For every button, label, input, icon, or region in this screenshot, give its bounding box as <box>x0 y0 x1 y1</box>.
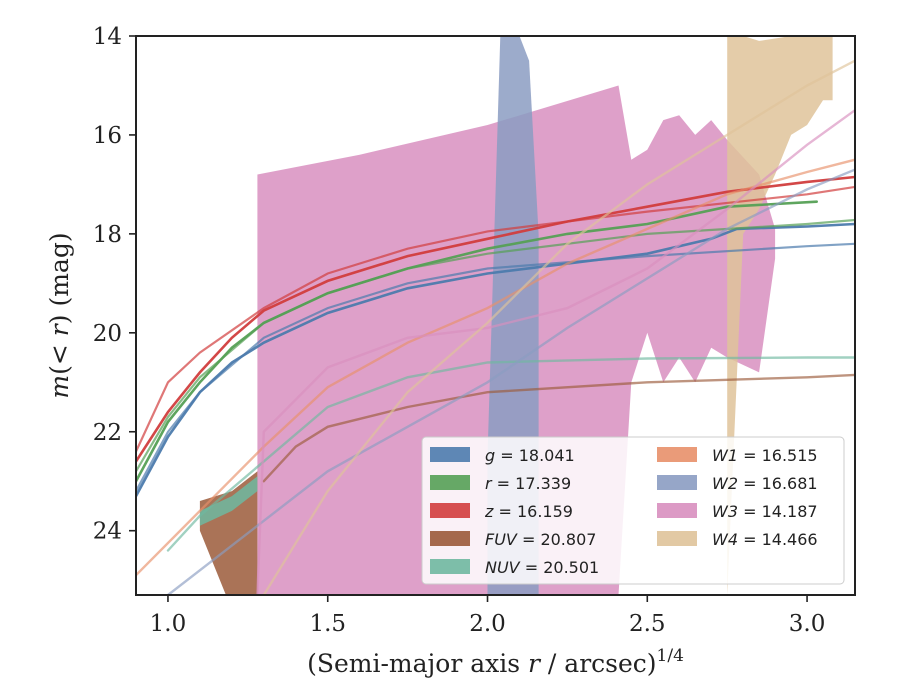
x-tick-label: 1.0 <box>150 611 187 637</box>
series-line-r <box>136 200 818 483</box>
legend-swatch-w4 <box>657 531 697 546</box>
ticks-layer: 1.0 1.5 2.0 2.5 3.0 14 16 18 20 22 24 <box>93 24 826 637</box>
legend-swatch-z <box>430 503 470 518</box>
legend-series-name: g <box>485 446 495 465</box>
x-axis-label-var: r <box>528 649 542 678</box>
model-line-z <box>136 185 855 452</box>
legend-swatch-r <box>430 475 470 490</box>
legend-series-name: FUV <box>485 530 518 549</box>
legend-value: 14.466 <box>762 530 818 549</box>
legend-label-z: z = 16.159 <box>484 502 573 521</box>
legend-value: 16.515 <box>762 446 818 465</box>
legend-eq: = <box>738 530 762 549</box>
legend-value: 17.339 <box>515 474 571 493</box>
legend-label-nuv: NUV = 20.501 <box>485 558 599 577</box>
legend-label-w4: W4 = 14.466 <box>712 530 818 549</box>
series-line-nuv <box>166 356 855 552</box>
legend: g = 18.041 r = 17.339 z = 16.159 FUV = 20.8… <box>421 436 845 585</box>
legend-swatch-w2 <box>657 475 697 490</box>
y-tick-label: 14 <box>93 24 122 50</box>
legend-eq: = <box>493 502 517 521</box>
plot-frame <box>135 35 856 596</box>
band-w4 <box>727 36 833 595</box>
y-axis-label-var2: r <box>45 322 74 336</box>
legend-eq: = <box>738 446 762 465</box>
legend-swatch-nuv <box>430 559 470 574</box>
legend-label-w3: W3 = 14.187 <box>712 502 818 521</box>
y-tick-label: 24 <box>93 519 122 545</box>
series-line-fuv <box>262 373 855 483</box>
legend-swatch-g <box>430 447 470 462</box>
legend-series-name: W4 <box>712 530 738 549</box>
legend-series-name: r <box>485 474 493 493</box>
legend-value: 20.807 <box>540 530 596 549</box>
y-axis-label-post: ) (mag) <box>45 232 74 324</box>
x-tick-label: 1.5 <box>309 611 346 637</box>
legend-value: 14.187 <box>762 502 818 521</box>
x-axis-label-post: / arcsec) <box>540 649 657 678</box>
legend-series-name: W1 <box>712 446 738 465</box>
legend-eq: = <box>738 474 762 493</box>
series-line-w4 <box>262 59 855 595</box>
series-line-g <box>136 222 855 498</box>
y-tick-label: 18 <box>93 222 122 248</box>
legend-series-name: z <box>484 502 494 521</box>
legend-series-name: W3 <box>712 502 738 521</box>
y-axis-label-var: m <box>45 375 74 399</box>
y-tick-label: 20 <box>93 321 122 347</box>
legend-label-w2: W2 = 16.681 <box>712 474 818 493</box>
y-axis-label: m(< r) (mag) <box>45 232 74 398</box>
legend-series-name: NUV <box>485 558 521 577</box>
x-tick-label: 3.0 <box>789 611 826 637</box>
band-nuv <box>199 476 258 526</box>
x-axis-label-pre: (Semi-major axis <box>307 649 528 678</box>
legend-label-fuv: FUV = 20.807 <box>485 530 596 549</box>
legend-swatch-w3 <box>657 503 697 518</box>
legend-value: 18.041 <box>519 446 575 465</box>
legend-label-r: r = 17.339 <box>485 474 571 493</box>
legend-label-g: g = 18.041 <box>485 446 575 465</box>
legend-value: 20.501 <box>543 558 599 577</box>
x-axis-label: (Semi-major axis r / arcsec)1/4 <box>307 646 684 678</box>
legend-eq: = <box>520 558 544 577</box>
legend-series-name: W2 <box>712 474 738 493</box>
series-line-w3 <box>256 109 855 595</box>
series-line-z <box>136 175 855 463</box>
legend-value: 16.681 <box>762 474 818 493</box>
y-axis-label-mid: (< <box>45 336 74 375</box>
x-tick-label: 2.5 <box>629 611 666 637</box>
legend-eq: = <box>495 446 519 465</box>
legend-value: 16.159 <box>517 502 573 521</box>
series-line-w2 <box>166 168 855 595</box>
legend-swatch-w1 <box>657 447 697 462</box>
model-line-g <box>136 242 855 492</box>
x-tick-label: 2.0 <box>469 611 506 637</box>
legend-label-w1: W1 = 16.515 <box>712 446 818 465</box>
legend-swatch-fuv <box>430 531 470 546</box>
legend-eq: = <box>738 502 762 521</box>
legend-eq: = <box>492 474 516 493</box>
y-tick-label: 16 <box>93 123 122 149</box>
x-axis-label-sup: 1/4 <box>657 646 684 666</box>
legend-box <box>421 436 845 585</box>
legend-eq: = <box>517 530 541 549</box>
y-tick-label: 22 <box>93 420 122 446</box>
